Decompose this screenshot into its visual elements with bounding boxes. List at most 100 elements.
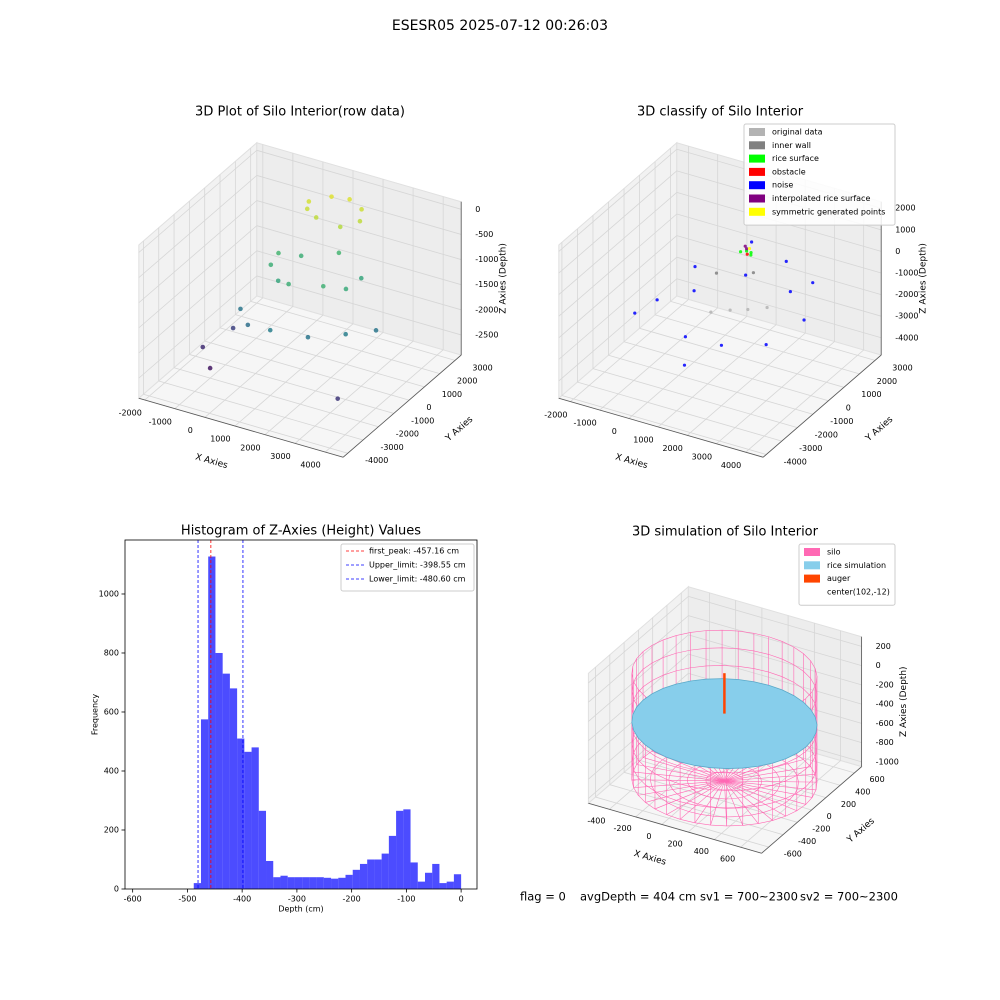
point — [357, 218, 363, 224]
grid-line — [189, 354, 394, 414]
grid-line — [235, 314, 440, 375]
y-tick-label: -3000 — [799, 444, 822, 453]
grid-line — [588, 634, 689, 722]
bar — [251, 747, 259, 889]
grid-line — [138, 225, 258, 329]
silo-wire — [638, 780, 725, 796]
legend-label: interpolated rice surface — [772, 194, 870, 203]
grid-line — [558, 170, 678, 274]
z-tick-label: -200 — [876, 680, 894, 689]
y-tick-label: 600 — [104, 707, 119, 716]
point — [200, 344, 206, 350]
grid-line — [138, 150, 258, 253]
legend-swatch — [749, 167, 765, 176]
legend-swatch — [749, 154, 765, 163]
y-tick-label: 0 — [426, 403, 431, 412]
grid-line — [609, 784, 784, 836]
x-tick-label: -2000 — [119, 409, 142, 418]
silo-wire — [710, 780, 725, 826]
point — [744, 247, 749, 251]
legend-label: symmetric generated points — [772, 207, 885, 216]
y-tick-label: 200 — [841, 800, 856, 809]
y-tick-label: 2000 — [457, 377, 477, 386]
bar — [237, 738, 245, 889]
grid-line — [256, 225, 462, 286]
grid-line — [688, 615, 862, 667]
bar — [367, 859, 375, 889]
x-tick-label: -400 — [233, 895, 251, 904]
point — [719, 343, 724, 347]
point — [343, 286, 349, 292]
bar — [338, 877, 346, 889]
grid-line — [688, 653, 862, 705]
bar — [208, 556, 216, 889]
silo-wire — [724, 780, 813, 798]
y-tick-label: 200 — [104, 825, 119, 834]
x-tick-label: 0 — [459, 895, 464, 904]
grid-line — [138, 175, 258, 278]
x-tick-label: -2000 — [544, 410, 567, 419]
y-tick-label: 0 — [114, 885, 119, 894]
point — [207, 365, 213, 371]
z-tick-label: 0 — [895, 247, 900, 256]
z-tick-label: -1000 — [876, 757, 899, 766]
grid-line — [173, 367, 379, 428]
axis-line — [342, 354, 462, 458]
grid-line — [638, 759, 812, 811]
y-tick-label: 1000 — [442, 390, 462, 399]
rice-surface — [631, 678, 818, 769]
x-tick-label: 1000 — [633, 436, 653, 445]
bar — [215, 652, 223, 889]
grid-line — [716, 341, 835, 445]
bar — [417, 881, 425, 889]
y-tick-label: 3000 — [472, 363, 492, 372]
silo-wire — [636, 764, 725, 782]
point — [359, 207, 364, 212]
grid-line — [595, 796, 769, 848]
bar — [345, 874, 353, 889]
point — [358, 275, 364, 281]
silo-wire — [724, 780, 759, 824]
y-tick-label: 0 — [846, 404, 851, 413]
x-tick-label: 0 — [188, 426, 193, 435]
silo-ring — [687, 762, 762, 800]
legend-swatch — [749, 181, 765, 190]
grid-line — [654, 314, 860, 375]
x-tick-label: 3000 — [692, 452, 712, 461]
y-tick-label: -2000 — [815, 431, 838, 440]
grid-line — [599, 307, 718, 411]
grid-line — [623, 341, 829, 402]
legend-swatch — [804, 574, 820, 583]
z-tick-label: 2000 — [895, 204, 915, 213]
z-tick-label: 200 — [876, 642, 891, 651]
grid-line — [558, 192, 678, 295]
status-text: sv1 = 700~2300 — [700, 890, 798, 904]
x-tick-label: 4000 — [300, 461, 320, 470]
legend-label: auger — [827, 574, 851, 583]
grid-line — [676, 235, 882, 295]
x-tick-label: 1000 — [210, 435, 230, 444]
axis-line — [588, 802, 762, 854]
point — [230, 325, 236, 331]
status-text: sv2 = 700~2300 — [800, 890, 898, 904]
point — [811, 281, 815, 285]
point — [305, 334, 311, 340]
grid-line — [219, 327, 425, 388]
point — [655, 298, 659, 302]
bar — [439, 883, 447, 889]
silo-wire — [679, 780, 725, 820]
bar — [244, 751, 252, 889]
grid-line — [558, 235, 678, 339]
y-tick-label: -2000 — [396, 430, 419, 439]
point — [347, 197, 352, 202]
x-tick-label: 0 — [612, 427, 617, 436]
point — [784, 259, 788, 263]
silo-wire — [666, 780, 725, 815]
bar — [432, 863, 440, 889]
chart-title: 3D simulation of Silo Interior — [632, 525, 819, 540]
grid-line — [745, 349, 864, 453]
silo-wire — [724, 780, 744, 826]
point — [633, 311, 637, 315]
legend-swatch — [749, 128, 765, 136]
